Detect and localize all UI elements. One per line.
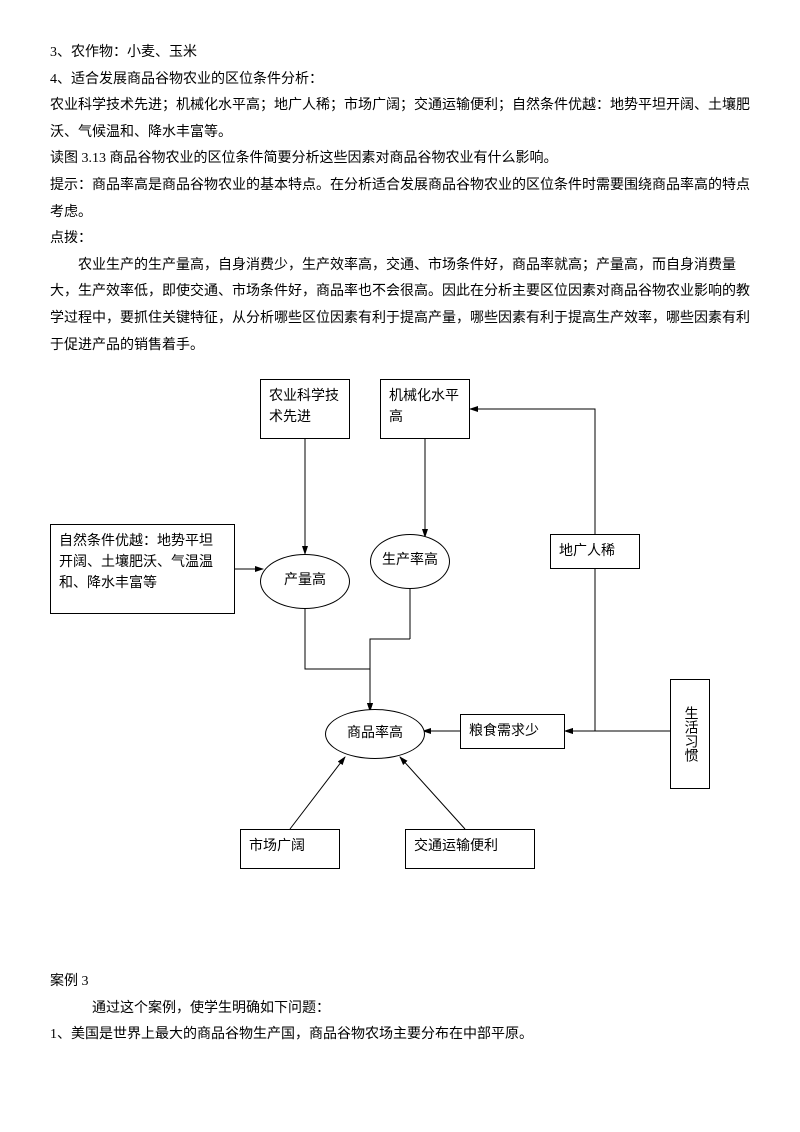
node-demand: 粮食需求少 (460, 714, 565, 749)
arrows-layer (50, 379, 750, 939)
p7: 农业生产的生产量高，自身消费少，生产效率高，交通、市场条件好，商品率就高；产量高… (50, 253, 750, 359)
p3: 农业科学技术先进；机械化水平高；地广人稀；市场广阔；交通运输便利；自然条件优越：… (50, 93, 750, 146)
node-rate: 商品率高 (325, 709, 425, 759)
node-mech: 机械化水平高 (380, 379, 470, 439)
p9: 通过这个案例，使学生明确如下问题： (50, 996, 750, 1023)
edge-6 (470, 409, 595, 534)
node-land: 地广人稀 (550, 534, 640, 569)
edge-7 (565, 569, 595, 731)
node-eff: 生产率高 (370, 534, 450, 589)
p8: 案例 3 (50, 969, 750, 996)
edge-3 (305, 609, 370, 711)
node-tech: 农业科学技术先进 (260, 379, 350, 439)
node-trans: 交通运输便利 (405, 829, 535, 869)
p1: 3、农作物：小麦、玉米 (50, 40, 750, 67)
p4: 读图 3.13 商品谷物农业的区位条件简要分析这些因素对商品谷物农业有什么影响。 (50, 146, 750, 173)
flowchart: 农业科学技术先进机械化水平高自然条件优越：地势平坦开阔、土壤肥沃、气温温和、降水… (50, 379, 750, 939)
node-nature: 自然条件优越：地势平坦开阔、土壤肥沃、气温温和、降水丰富等 (50, 524, 235, 614)
node-yield: 产量高 (260, 554, 350, 609)
p5: 提示：商品率高是商品谷物农业的基本特点。在分析适合发展商品谷物农业的区位条件时需… (50, 173, 750, 226)
p2: 4、适合发展商品谷物农业的区位条件分析： (50, 67, 750, 94)
p10: 1、美国是世界上最大的商品谷物生产国，商品谷物农场主要分布在中部平原。 (50, 1022, 750, 1049)
edge-10 (290, 757, 345, 829)
node-market: 市场广阔 (240, 829, 340, 869)
footer-text: 案例 3 通过这个案例，使学生明确如下问题： 1、美国是世界上最大的商品谷物生产… (50, 969, 750, 1049)
edge-5 (370, 639, 410, 711)
intro-text: 3、农作物：小麦、玉米 4、适合发展商品谷物农业的区位条件分析： 农业科学技术先… (50, 40, 750, 359)
p6: 点拨： (50, 226, 750, 253)
edge-11 (400, 757, 465, 829)
node-habit: 生活习惯 (670, 679, 710, 789)
